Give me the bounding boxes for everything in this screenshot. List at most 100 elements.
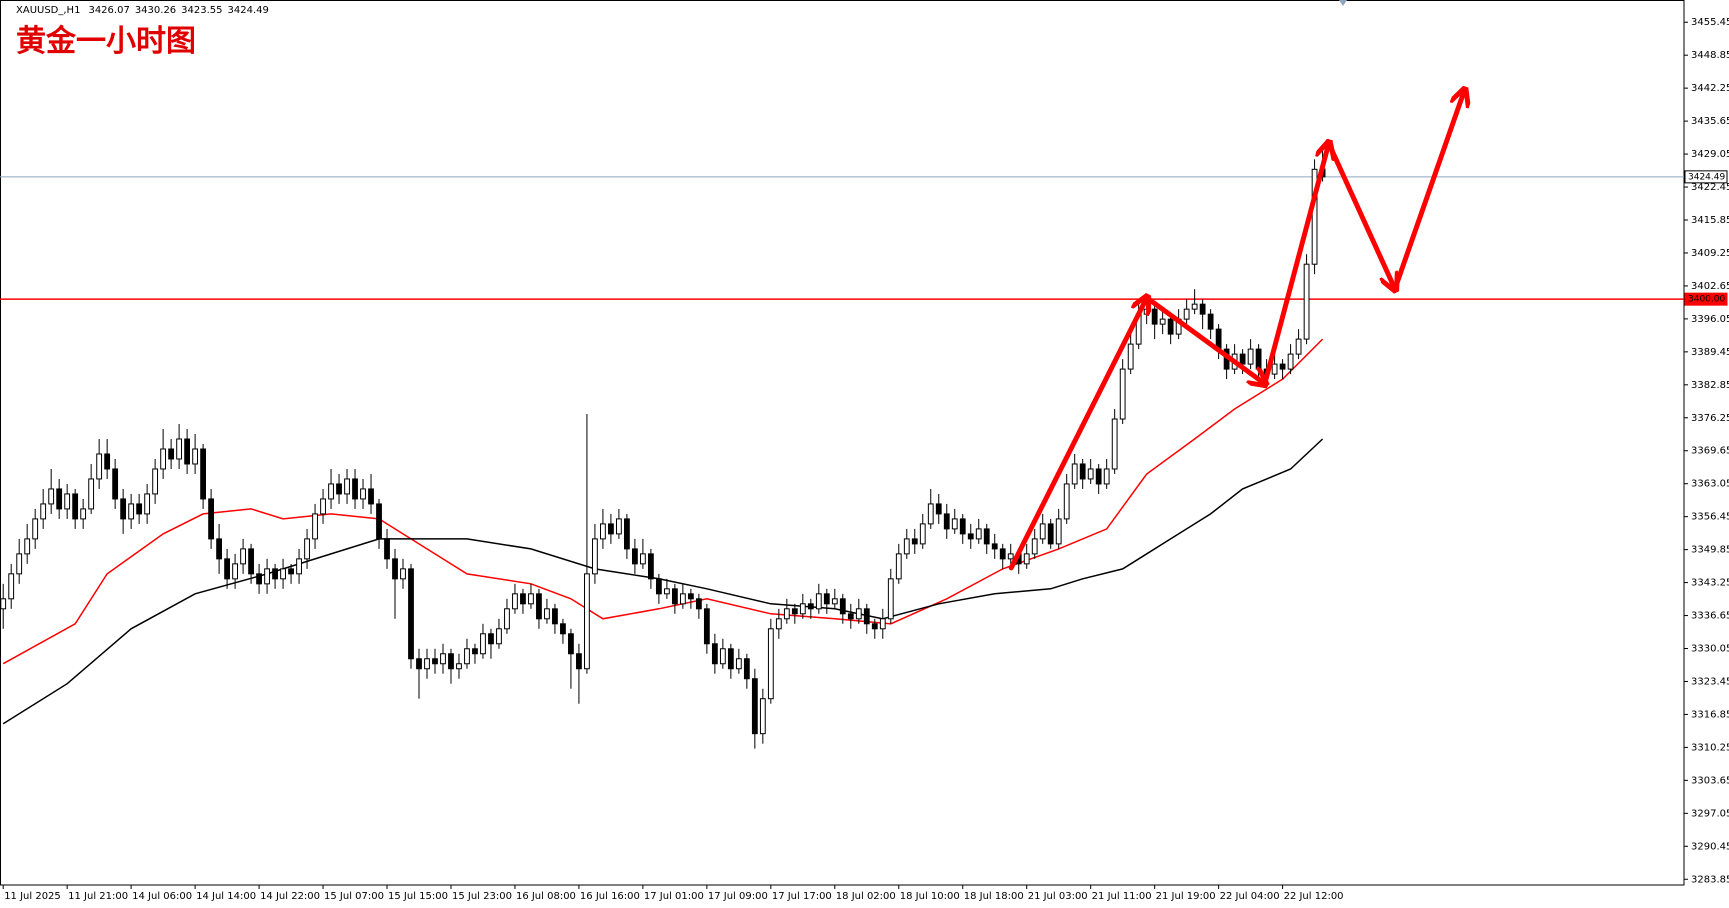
candle-body bbox=[711, 643, 718, 665]
candle-body bbox=[735, 658, 742, 670]
candle-body bbox=[703, 608, 710, 645]
y-tick-label: 3455.45 bbox=[1691, 17, 1729, 28]
y-tick-label: 3409.25 bbox=[1691, 248, 1729, 259]
candle-body bbox=[1255, 348, 1262, 370]
candle-body bbox=[560, 623, 566, 635]
candle-body bbox=[927, 503, 934, 525]
y-tick-label: 3330.05 bbox=[1691, 644, 1729, 655]
header: XAUUSD_,H1 3426.07 3430.26 3423.55 3424.49 bbox=[16, 5, 269, 16]
candle-body bbox=[480, 633, 486, 655]
candle-body bbox=[663, 588, 670, 595]
candle-body bbox=[256, 573, 262, 585]
candle-body bbox=[943, 513, 950, 530]
candle-body bbox=[296, 558, 302, 575]
candle-body bbox=[136, 503, 143, 515]
candle-body bbox=[504, 608, 510, 630]
candle-body bbox=[328, 483, 334, 500]
candle-body bbox=[544, 608, 550, 620]
candle-body bbox=[639, 553, 646, 565]
candle-body bbox=[216, 538, 222, 560]
y-tick-label: 3283.85 bbox=[1691, 874, 1729, 885]
y-tick-label: 3442.25 bbox=[1691, 83, 1729, 94]
candle-body bbox=[951, 518, 958, 530]
x-tick-label: 21 Jul 11:00 bbox=[1092, 891, 1152, 902]
candle-body bbox=[304, 538, 310, 560]
candle-body bbox=[959, 518, 966, 535]
candle-body bbox=[759, 698, 766, 735]
y-tick-label: 3290.45 bbox=[1691, 841, 1729, 852]
candle-body bbox=[1103, 468, 1110, 485]
candle-body bbox=[16, 553, 23, 575]
candle-body bbox=[224, 558, 230, 580]
candle-body bbox=[48, 488, 55, 505]
candle-body bbox=[831, 598, 838, 605]
price-level-label: 3400.00 bbox=[1688, 295, 1725, 305]
shift-marker bbox=[1339, 0, 1347, 6]
candle-body bbox=[935, 503, 942, 515]
candle-body bbox=[176, 438, 183, 460]
candle-body bbox=[600, 523, 606, 540]
x-tick-label: 15 Jul 15:00 bbox=[388, 891, 448, 902]
candle-body bbox=[520, 593, 526, 605]
low-value: 3423.55 bbox=[181, 5, 222, 16]
candle-body bbox=[496, 628, 502, 645]
candle-body bbox=[448, 653, 454, 670]
candle-body bbox=[120, 498, 127, 520]
candle-body bbox=[1183, 308, 1190, 320]
open-value: 3426.07 bbox=[88, 5, 129, 16]
y-tick-label: 3310.25 bbox=[1691, 742, 1729, 753]
candle-body bbox=[200, 448, 207, 500]
candle-body bbox=[1143, 308, 1150, 315]
candle-body bbox=[152, 468, 159, 495]
candle-body bbox=[592, 538, 598, 575]
candle-body bbox=[128, 503, 135, 520]
chart-title: 黄金一小时图 bbox=[16, 24, 196, 58]
candle-body bbox=[608, 523, 614, 535]
candle-body bbox=[488, 633, 494, 645]
candle-body bbox=[472, 648, 478, 655]
candle-body bbox=[1031, 538, 1038, 555]
candle-body bbox=[743, 658, 750, 680]
x-tick-label: 18 Jul 02:00 bbox=[836, 891, 896, 902]
candle-body bbox=[80, 508, 87, 520]
candle-body bbox=[975, 528, 982, 540]
x-tick-label: 16 Jul 08:00 bbox=[516, 891, 576, 902]
x-tick-label: 16 Jul 16:00 bbox=[580, 891, 640, 902]
candle-body bbox=[280, 568, 286, 580]
symbol: XAUUSD_,H1 bbox=[16, 5, 80, 16]
arrow bbox=[1262, 143, 1329, 387]
candle-body bbox=[1007, 553, 1014, 560]
candle-body bbox=[248, 548, 254, 575]
candle-body bbox=[1279, 363, 1286, 370]
candle-body bbox=[1087, 468, 1094, 480]
candle-body bbox=[999, 548, 1006, 560]
forecast-arrows bbox=[1008, 90, 1464, 571]
candle-body bbox=[1039, 523, 1046, 540]
arrow bbox=[1392, 90, 1464, 292]
candle-body bbox=[208, 498, 214, 540]
y-tick-label: 3356.45 bbox=[1691, 512, 1729, 523]
candle-body bbox=[807, 603, 814, 610]
candle-body bbox=[887, 578, 894, 620]
candle-body bbox=[991, 543, 998, 550]
x-tick-label: 14 Jul 14:00 bbox=[196, 891, 256, 902]
candle-body bbox=[400, 568, 406, 580]
x-tick-label: 21 Jul 19:00 bbox=[1156, 891, 1216, 902]
candle-body bbox=[1207, 313, 1214, 330]
y-tick-label: 3448.85 bbox=[1691, 50, 1729, 61]
candle-body bbox=[1119, 368, 1126, 420]
candle-body bbox=[440, 653, 446, 665]
candle-body bbox=[96, 453, 103, 480]
candle-body bbox=[1311, 168, 1318, 265]
candle-body bbox=[104, 453, 111, 470]
candle-body bbox=[528, 593, 534, 605]
candle-body bbox=[767, 628, 774, 700]
candle-body bbox=[1127, 343, 1134, 370]
close-value: 3424.49 bbox=[228, 5, 269, 16]
x-tick-label: 22 Jul 04:00 bbox=[1220, 891, 1280, 902]
y-tick-label: 3343.25 bbox=[1691, 578, 1729, 589]
candle-body bbox=[344, 478, 350, 495]
arrow bbox=[1144, 295, 1265, 384]
price-level-label: 3424.49 bbox=[1688, 172, 1725, 182]
candle-body bbox=[791, 608, 798, 615]
